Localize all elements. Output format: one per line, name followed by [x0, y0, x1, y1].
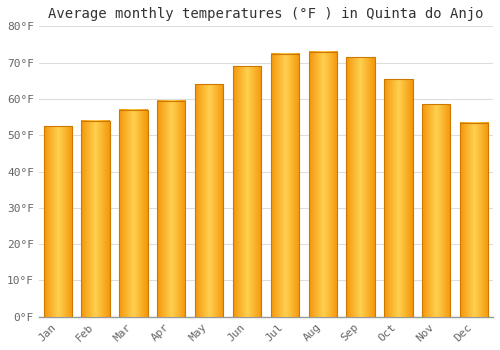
Bar [119, 110, 148, 317]
Title: Average monthly temperatures (°F ) in Quinta do Anjo: Average monthly temperatures (°F ) in Qu… [48, 7, 484, 21]
Bar [82, 121, 110, 317]
Bar [460, 122, 488, 317]
Bar [384, 79, 412, 317]
Bar [308, 52, 337, 317]
Bar [233, 66, 261, 317]
Bar [195, 84, 224, 317]
Bar [270, 54, 299, 317]
Bar [346, 57, 375, 317]
Bar [422, 104, 450, 317]
Bar [44, 126, 72, 317]
Bar [157, 101, 186, 317]
